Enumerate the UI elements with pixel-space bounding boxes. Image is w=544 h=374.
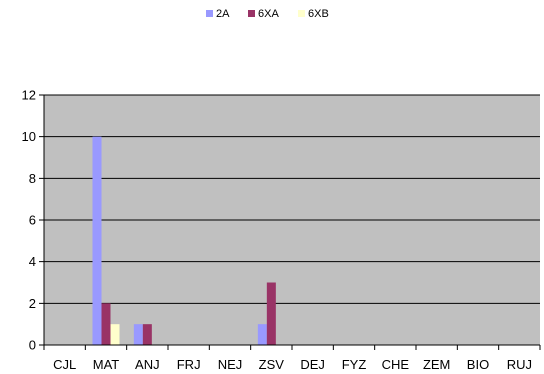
chart-legend: 2A 6XA 6XB <box>206 8 329 20</box>
y-axis-ticks: 0 2 4 6 8 10 12 <box>22 88 36 353</box>
y-tick-label: 10 <box>22 129 36 144</box>
bars <box>92 136 276 345</box>
y-tick-label: 0 <box>29 338 36 353</box>
y-tick-label: 6 <box>29 213 36 228</box>
x-category-label: ZEM <box>423 357 450 372</box>
y-tick-label: 8 <box>29 171 36 186</box>
bar-6xa-mat <box>101 303 111 345</box>
x-category-label: FYZ <box>342 357 367 372</box>
x-category-label: ZSV <box>259 357 285 372</box>
y-tick-label: 2 <box>29 296 36 311</box>
y-tick-label: 4 <box>29 254 36 269</box>
x-category-label: RUJ <box>507 357 532 372</box>
x-category-label: MAT <box>93 357 120 372</box>
legend-label: 2A <box>216 8 230 20</box>
bar-6xb-mat <box>110 324 120 345</box>
y-tick-label: 12 <box>22 88 36 103</box>
x-category-label: DEJ <box>300 357 325 372</box>
x-category-label: CHE <box>382 357 410 372</box>
x-axis-categories: CJL MAT ANJ FRJ NEJ ZSV DEJ FYZ CHE ZEM BIO RUJ <box>53 357 532 372</box>
bar-2a-anj <box>133 324 143 345</box>
x-category-label: NEJ <box>218 357 243 372</box>
bar-2a-mat <box>92 136 102 345</box>
legend-swatch <box>206 10 213 17</box>
legend-swatch <box>298 10 305 17</box>
bar-6xa-anj <box>142 324 152 345</box>
x-category-label: FRJ <box>177 357 201 372</box>
x-category-label: BIO <box>467 357 489 372</box>
legend-swatch <box>248 10 255 17</box>
x-category-label: CJL <box>53 357 76 372</box>
bar-6xa-zsv <box>266 282 276 345</box>
legend-label: 6XB <box>308 8 329 20</box>
legend-label: 6XA <box>258 8 279 20</box>
bar-2a-zsv <box>257 324 267 345</box>
axes <box>43 95 541 350</box>
x-category-label: ANJ <box>135 357 160 372</box>
